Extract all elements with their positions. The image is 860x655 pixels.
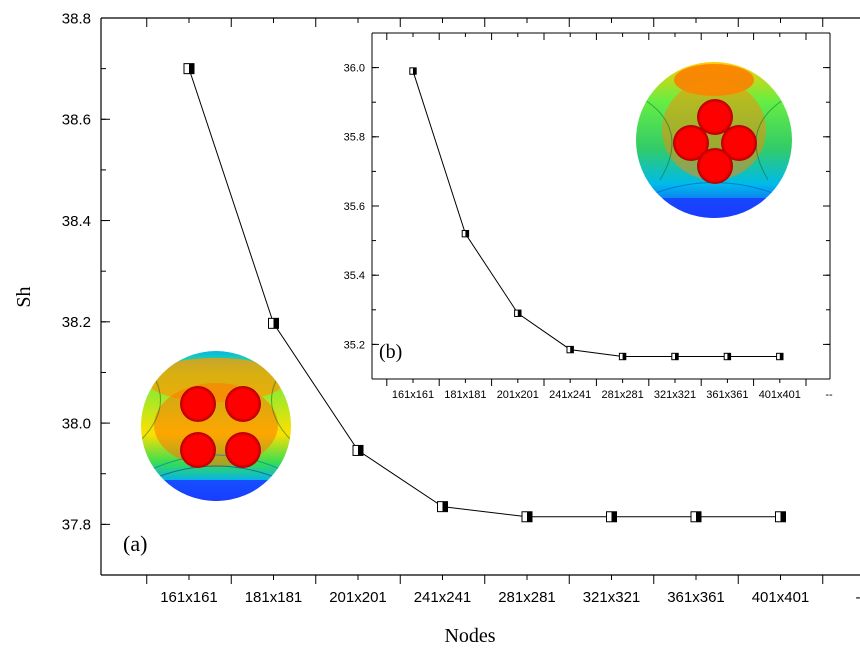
main-y-tick-label: 38.0 bbox=[62, 415, 91, 432]
main-data-point bbox=[437, 501, 448, 513]
main-plot: 37.8 38.0 38.2 38.4 38.6 38.8 161x161 181x181 2… bbox=[13, 10, 860, 647]
inset-panel-label: (b) bbox=[379, 341, 402, 363]
inset-x-tick-label: 241x241 bbox=[549, 389, 591, 401]
main-x-tick-label: 361x361 bbox=[667, 589, 725, 606]
inset-data-point bbox=[671, 352, 679, 361]
main-x-axis-label: Nodes bbox=[444, 625, 495, 647]
main-x-extra-tick-label: - bbox=[856, 589, 860, 606]
main-data-point bbox=[268, 317, 279, 329]
main-y-tick-label: 38.8 bbox=[62, 10, 91, 27]
main-data-point bbox=[352, 444, 364, 456]
inset-y-tick-label: 36.0 bbox=[344, 62, 365, 74]
main-data-point bbox=[775, 511, 786, 523]
inset-data-point bbox=[723, 352, 732, 361]
main-x-tick-label: 241x241 bbox=[414, 589, 472, 606]
inset-x-ticks: 161x161 181x181 201x201 241x241 281x281 321x3… bbox=[386, 33, 833, 401]
main-y-tick-label: 37.8 bbox=[62, 517, 91, 534]
main-y-tick-label: 38.4 bbox=[62, 213, 91, 230]
main-x-tick-label: 181x181 bbox=[245, 589, 303, 606]
inset-data-point bbox=[776, 352, 784, 361]
inset-data-point bbox=[514, 309, 522, 317]
inset-y-tick-label: 35.4 bbox=[344, 270, 365, 282]
inset-x-tick-label: 181x181 bbox=[444, 389, 486, 401]
inset-x-tick-label: 361x361 bbox=[706, 389, 748, 401]
main-series-line bbox=[188, 68, 781, 518]
main-panel-label: (a) bbox=[123, 531, 147, 556]
inset-x-tick-label: 401x401 bbox=[759, 389, 801, 401]
main-x-tick-label: 401x401 bbox=[752, 589, 810, 606]
main-x-tick-label: 161x161 bbox=[160, 589, 218, 606]
inset-y-tick-label: 35.2 bbox=[344, 339, 365, 351]
main-y-tick-label: 38.2 bbox=[62, 314, 91, 331]
inset-x-tick-label: 281x281 bbox=[601, 389, 643, 401]
main-data-point bbox=[606, 511, 617, 523]
main-x-ticks: 161x161 181x181 201x201 241x241 281x281 321x3… bbox=[146, 18, 860, 606]
main-x-tick-label: 321x321 bbox=[583, 589, 641, 606]
inset-x-tick-label: 321x321 bbox=[654, 389, 696, 401]
contour-disk-four-cylinders-icon bbox=[141, 351, 291, 501]
inset-series bbox=[409, 67, 784, 361]
main-x-tick-label: 281x281 bbox=[498, 589, 556, 606]
inset-x-extra-tick-label: -- bbox=[825, 389, 833, 401]
inset-series-line bbox=[412, 70, 780, 358]
inset-data-point bbox=[618, 352, 627, 361]
main-data-point bbox=[183, 63, 195, 75]
inset-data-point bbox=[566, 345, 574, 354]
main-y-ticks: 37.8 38.0 38.2 38.4 38.6 38.8 bbox=[62, 10, 110, 576]
main-data-point bbox=[521, 511, 533, 523]
inset-data-point bbox=[461, 229, 470, 238]
inset-x-tick-label: 161x161 bbox=[392, 389, 434, 401]
main-x-tick-label: 201x201 bbox=[329, 589, 387, 606]
inset-x-tick-label: 201x201 bbox=[497, 389, 539, 401]
main-y-axis-label: Sh bbox=[13, 286, 35, 307]
inset-y-tick-label: 35.8 bbox=[344, 132, 365, 144]
main-y-tick-label: 38.6 bbox=[62, 112, 91, 129]
main-series bbox=[183, 63, 786, 523]
inset-y-ticks: 35.2 35.4 35.6 35.8 36.0 bbox=[344, 32, 830, 380]
inset-data-point bbox=[409, 67, 417, 75]
main-data-point bbox=[690, 511, 702, 523]
inset-y-tick-label: 35.6 bbox=[344, 201, 365, 213]
